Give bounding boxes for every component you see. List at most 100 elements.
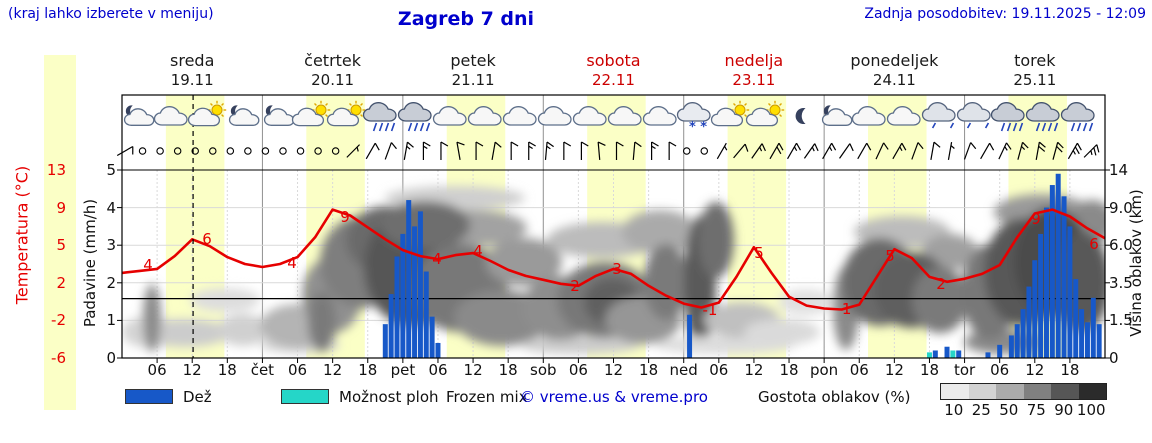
wind-barb <box>544 141 554 161</box>
rain-swatch <box>125 389 173 404</box>
cloud-tick: 1.5 <box>1109 311 1133 330</box>
wind-barb <box>156 147 164 155</box>
wind-barb <box>839 143 854 159</box>
sun-cloud-icon <box>187 100 227 127</box>
cloud-tick: 0 <box>1109 349 1119 367</box>
temperature-value: 6 <box>202 230 212 248</box>
density-step <box>996 384 1024 399</box>
wind-barb <box>682 147 691 155</box>
temperature-value: 9 <box>340 208 350 226</box>
temperature-value: -1 <box>837 300 852 318</box>
wind-barb <box>892 142 907 160</box>
wind-barb <box>803 143 819 159</box>
x-tick-label: 12 <box>603 361 624 379</box>
rain-icon <box>362 102 397 132</box>
day-date: 24.11 <box>872 71 916 89</box>
density-value: 100 <box>1076 401 1106 419</box>
drizzle-icon <box>921 102 956 129</box>
moon-cloud-icon <box>263 105 295 126</box>
day-name: sobota <box>586 51 641 70</box>
precip-bars <box>382 173 1102 358</box>
cloud-icon <box>572 106 607 126</box>
wind-barb <box>597 141 606 161</box>
cloud-tick: 14 <box>1109 161 1129 179</box>
cloud-icon <box>432 106 467 126</box>
moon-cloud-icon <box>821 105 853 126</box>
density-step <box>1051 384 1079 399</box>
rain-bar <box>1067 226 1073 358</box>
rain-bar <box>435 342 441 358</box>
rain-legend-label: Dež <box>183 388 212 406</box>
rain-bar <box>417 211 423 358</box>
wind-barb <box>365 142 380 160</box>
wind-barb <box>733 143 749 159</box>
cloud-icon <box>886 106 921 126</box>
rain-bar <box>1090 297 1096 358</box>
wind-barb <box>510 141 519 160</box>
precip-tick: 1 <box>106 311 116 330</box>
x-tick-label: čet <box>250 361 275 379</box>
x-tick-label: 18 <box>1060 361 1080 379</box>
rain-bar <box>1073 279 1079 358</box>
wind-barb <box>384 142 397 160</box>
wind-barb <box>226 147 235 155</box>
temp-tick: 2 <box>56 273 66 292</box>
shower-bar <box>926 352 932 358</box>
temp-tick: 5 <box>56 236 66 255</box>
rain-bar <box>1032 260 1038 358</box>
wind-barb <box>314 147 322 155</box>
rain-bar <box>423 271 429 358</box>
x-tick-label: 18 <box>358 361 378 379</box>
temp-tick: 9 <box>56 198 66 217</box>
cloud-tick: 6.0 <box>1109 236 1133 255</box>
x-tick-label: sob <box>530 361 557 379</box>
cloud-icon <box>502 106 537 126</box>
snow-icon: * * <box>676 102 711 135</box>
rain-bar <box>412 226 418 358</box>
wind-barb <box>998 142 1012 160</box>
frozen-mix-label: Frozen mix <box>446 388 528 406</box>
sun-cloud-icon <box>710 100 750 127</box>
rain-bar <box>985 352 991 358</box>
moon-cloud-icon <box>123 105 155 126</box>
x-tick-label: pet <box>390 361 416 379</box>
wind-barb <box>261 147 270 155</box>
wind-barb <box>1052 141 1064 160</box>
rain-bar <box>944 346 950 358</box>
shower-swatch <box>281 389 329 404</box>
rain-bar <box>388 294 394 358</box>
temperature-value: 4 <box>473 242 483 260</box>
sun-cloud-icon <box>745 100 785 127</box>
wind-barb <box>632 141 642 161</box>
wind-barb <box>279 147 287 155</box>
sun-cloud-icon <box>291 100 331 127</box>
rain-bar <box>1038 233 1044 358</box>
x-tick-label: 12 <box>182 361 202 379</box>
precip-tick: 5 <box>106 161 116 179</box>
rain-bar <box>1079 309 1085 358</box>
rain-bar <box>1049 185 1055 358</box>
wind-barb <box>116 145 134 157</box>
x-tick-label: 18 <box>217 361 237 379</box>
day-name: četrtek <box>304 51 362 70</box>
day-date: 23.11 <box>732 71 776 89</box>
rain-bar <box>382 324 388 358</box>
cloud-tick: 3.5 <box>1109 273 1133 292</box>
wind-barb <box>875 142 889 160</box>
density-value: 25 <box>971 401 991 419</box>
rain-icon <box>1025 102 1060 132</box>
temperature-value: 6 <box>1089 235 1099 253</box>
wind-barb <box>440 141 449 160</box>
wind-barb <box>1035 141 1046 160</box>
rain-bar <box>400 233 406 358</box>
wind-barb <box>787 142 802 160</box>
day-name: petek <box>450 51 496 70</box>
wind-barb <box>580 141 589 160</box>
wind-barb <box>668 141 677 160</box>
moon-cloud-icon <box>228 105 260 126</box>
wind-barb <box>173 147 182 155</box>
copyright-link[interactable]: © vreme.us & vreme.pro <box>520 388 708 406</box>
wind-barb <box>1083 144 1100 158</box>
temperature-value: 5 <box>754 244 764 262</box>
